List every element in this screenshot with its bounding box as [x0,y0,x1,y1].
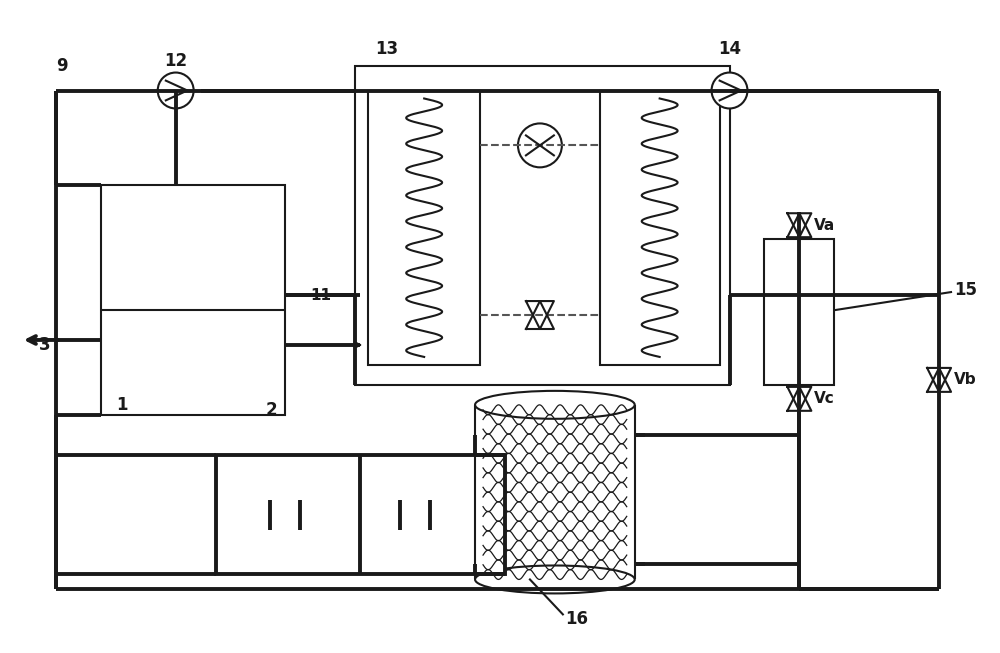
Text: Vb: Vb [954,372,977,387]
Text: 16: 16 [565,611,588,628]
Text: 11: 11 [310,287,331,302]
Circle shape [712,72,747,108]
Text: 9: 9 [56,57,68,74]
Circle shape [518,123,562,167]
Text: 15: 15 [954,281,977,299]
Text: 14: 14 [718,40,741,57]
Text: Va: Va [814,217,836,232]
Ellipse shape [475,565,635,594]
Text: 13: 13 [375,40,398,57]
Bar [764,239,834,385]
Bar [355,65,730,385]
Bar [368,91,480,365]
Text: 2: 2 [265,401,277,419]
Bar [101,185,285,415]
Text: Vc: Vc [814,391,835,406]
Text: 3: 3 [39,336,51,354]
Bar [216,454,505,575]
Bar [600,91,720,365]
Circle shape [158,72,194,108]
Text: 12: 12 [164,52,187,70]
Text: 1: 1 [116,396,127,414]
